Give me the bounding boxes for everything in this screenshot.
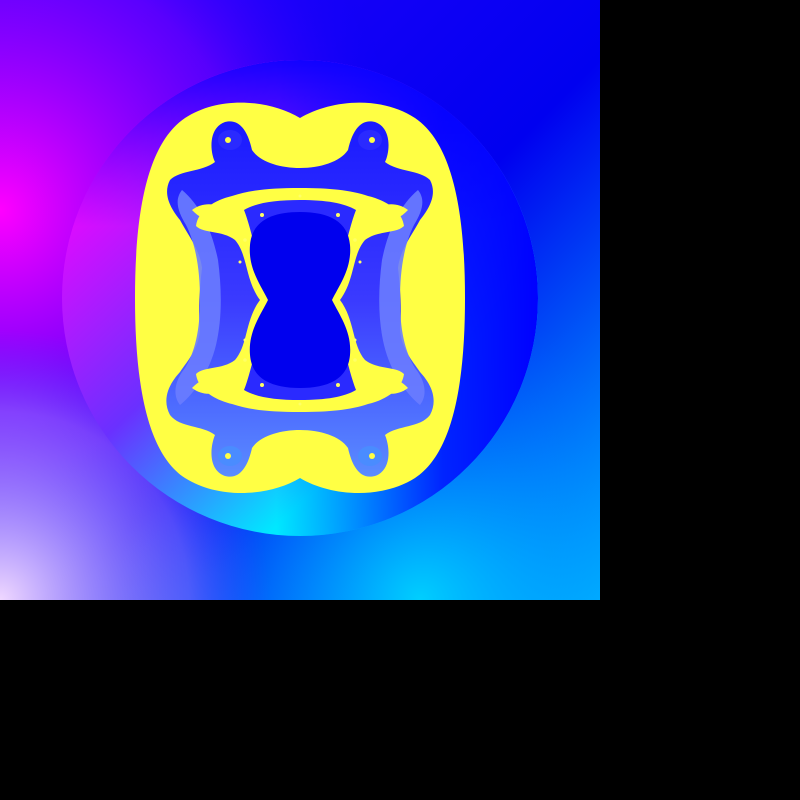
filigree-speckles [238,194,362,406]
corner-lobe-bottom-left [218,446,242,466]
interior-figure-eight [249,212,351,388]
fractal-render-canvas [0,0,600,600]
blank-area-bottom [0,600,600,800]
fractal-image [0,0,600,600]
corner-lobe-top-left [218,130,242,150]
blank-area-right [600,0,800,800]
band-right-light [379,190,425,405]
corner-lobe-bottom-right [358,446,382,466]
band-left-light [175,190,221,405]
corner-lobe-top-right [358,130,382,150]
side-swirls [192,204,408,394]
